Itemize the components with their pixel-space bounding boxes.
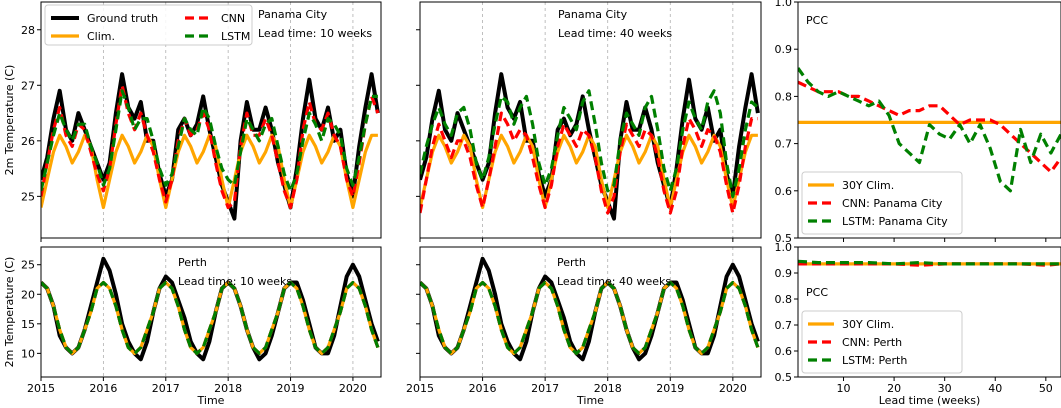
series-line-cnn <box>41 83 380 210</box>
x-axis-label: Time <box>576 394 604 407</box>
y-tick-label: 0.8 <box>775 293 793 306</box>
series-line-lstm <box>798 67 1061 193</box>
axes-frame <box>419 1 762 239</box>
legend-box <box>801 310 963 374</box>
y-tick-label: 26 <box>21 135 35 148</box>
plot-area <box>798 259 1061 267</box>
series-line-lstm <box>420 280 760 355</box>
x-tick-label: 2019 <box>277 382 305 395</box>
y-tick-label: 1.0 <box>775 241 793 254</box>
plot-area <box>420 256 760 362</box>
x-tick-label: 2015 <box>406 382 434 395</box>
y-tick-label: 25 <box>21 190 35 203</box>
annotation-text: Panama City <box>558 8 628 21</box>
x-tick-label: 10 <box>837 382 851 395</box>
x-tick-label: 30 <box>938 382 952 395</box>
axes-frame <box>419 246 762 378</box>
series-line-lstm <box>798 259 1061 266</box>
annotation-text: PCC <box>806 286 828 299</box>
panel-pcc-panama: 0.5 0.6 0.7 0.8 0.9 1.0 PCC 30Y Clim. CNN: Panam… <box>775 0 1061 245</box>
legend-label: LSTM <box>221 30 250 43</box>
annotation-text: Perth <box>557 256 586 269</box>
y-tick-label: 10 <box>21 347 35 360</box>
legend-label: 30Y Clim. <box>842 179 894 192</box>
plot-area <box>798 67 1061 193</box>
legend-label: LSTM: Panama City <box>842 215 948 228</box>
legend-label: Ground truth <box>87 12 158 25</box>
y-tick-label: 0.9 <box>775 267 793 280</box>
annotation-text: Lead time: 10 weeks <box>178 275 292 288</box>
plot-area <box>41 256 380 362</box>
x-tick-label: 50 <box>1039 382 1053 395</box>
legend-label: CNN: Panama City <box>842 197 943 210</box>
panel-ts-panama-40: Panama City Lead time: 40 weeks <box>416 1 762 242</box>
x-tick-label: 2016 <box>89 382 117 395</box>
legend-label: LSTM: Perth <box>842 354 907 367</box>
x-tick-label: 2016 <box>469 382 497 395</box>
y-tick-label: 0.7 <box>775 319 793 332</box>
annotation-text: Lead time: 10 weeks <box>258 27 372 40</box>
y-tick-label: 0.8 <box>775 90 793 103</box>
y-tick-label: 0.9 <box>775 43 793 56</box>
annotation-text: Lead time: 40 weeks <box>557 275 671 288</box>
x-axis-label: Lead time (weeks) <box>879 394 981 407</box>
x-tick-label: 2017 <box>152 382 180 395</box>
legend-label: 30Y Clim. <box>842 318 894 331</box>
y-tick-label: 25 <box>21 259 35 272</box>
annotation-text: Panama City <box>258 8 328 21</box>
panel-ts-panama-10: 25 26 27 28 2m Temperature (C) Panama City Lea… <box>3 1 382 242</box>
x-tick-label: 20 <box>887 382 901 395</box>
plot-area <box>420 72 760 221</box>
series-line-cnn <box>420 111 758 215</box>
y-tick-label: 0.5 <box>775 371 793 384</box>
axes-frame <box>40 1 382 239</box>
y-tick-label: 20 <box>21 288 35 301</box>
x-tick-label: 2019 <box>656 382 684 395</box>
plot-area <box>41 72 380 221</box>
x-tick-label: 2020 <box>339 382 367 395</box>
series-line-lstm <box>41 280 380 355</box>
y-tick-label: 0.7 <box>775 138 793 151</box>
annotation-text: Lead time: 40 weeks <box>558 27 672 40</box>
y-tick-label: 15 <box>21 318 35 331</box>
y-tick-label: 0.6 <box>775 345 793 358</box>
axes-frame <box>797 246 1061 378</box>
legend-label: Clim. <box>87 30 115 43</box>
annotation-text: PCC <box>806 14 828 27</box>
x-tick-label: 2017 <box>531 382 559 395</box>
axes-frame <box>40 246 382 378</box>
annotation-text: Perth <box>178 256 207 269</box>
series-line-lstm <box>41 89 378 193</box>
series-line-climatology <box>420 133 758 210</box>
legend-label: CNN <box>221 12 245 25</box>
axes-frame <box>797 1 1061 239</box>
series-line-lstm <box>420 89 759 198</box>
legend-label: CNN: Perth <box>842 336 902 349</box>
y-axis-label: 2m Temperature (C) <box>3 65 16 176</box>
series-line-climatology <box>41 133 378 210</box>
panel-ts-perth-40: 2015 2016 2017 2018 2019 2020 Time Perth Lead ti… <box>406 246 762 407</box>
y-tick-label: 1.0 <box>775 0 793 9</box>
panel-ts-perth-10: 10 15 20 25 2015 2016 2017 2018 2019 2020 2m Tempe… <box>3 246 382 407</box>
x-tick-label: 2018 <box>594 382 622 395</box>
y-tick-label: 0.5 <box>775 232 793 245</box>
panel-pcc-perth: 0.5 0.6 0.7 0.8 0.9 1.0 10 20 30 40 50 Lead time (w… <box>775 241 1061 407</box>
legend-box <box>801 171 963 235</box>
x-tick-label: 2018 <box>214 382 242 395</box>
x-tick-label: 40 <box>988 382 1002 395</box>
x-tick-label: 2020 <box>719 382 747 395</box>
legend: 30Y Clim. CNN: Perth LSTM: Perth <box>801 310 963 374</box>
legend: 30Y Clim. CNN: Panama City LSTM: Panama Ci… <box>801 171 963 235</box>
x-axis-label: Time <box>197 394 225 407</box>
legend: Ground truth CNN Clim. LSTM <box>44 4 253 46</box>
y-tick-label: 28 <box>21 24 35 37</box>
y-tick-label: 27 <box>21 79 35 92</box>
y-tick-label: 0.6 <box>775 185 793 198</box>
x-tick-label: 2015 <box>27 382 55 395</box>
y-axis-label: 2m Temperature (C) <box>3 257 16 368</box>
